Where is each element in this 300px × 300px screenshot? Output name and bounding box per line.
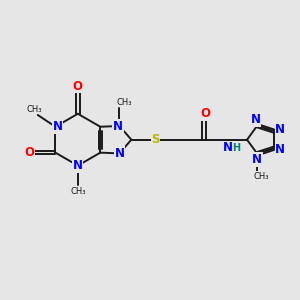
Text: CH₃: CH₃	[26, 105, 42, 114]
Text: CH₃: CH₃	[254, 172, 269, 181]
Text: N: N	[223, 141, 233, 154]
Text: O: O	[24, 146, 34, 159]
Text: N: N	[251, 113, 261, 126]
Text: N: N	[252, 153, 262, 166]
Text: S: S	[151, 133, 160, 146]
Text: CH₃: CH₃	[116, 98, 132, 107]
Text: N: N	[73, 159, 83, 172]
Text: N: N	[53, 120, 63, 133]
Text: O: O	[200, 107, 210, 120]
Text: N: N	[275, 143, 285, 156]
Text: N: N	[113, 119, 123, 133]
Text: O: O	[73, 80, 83, 93]
Text: CH₃: CH₃	[70, 187, 85, 196]
Text: N: N	[275, 123, 285, 136]
Text: N: N	[115, 147, 124, 160]
Text: H: H	[232, 143, 240, 153]
